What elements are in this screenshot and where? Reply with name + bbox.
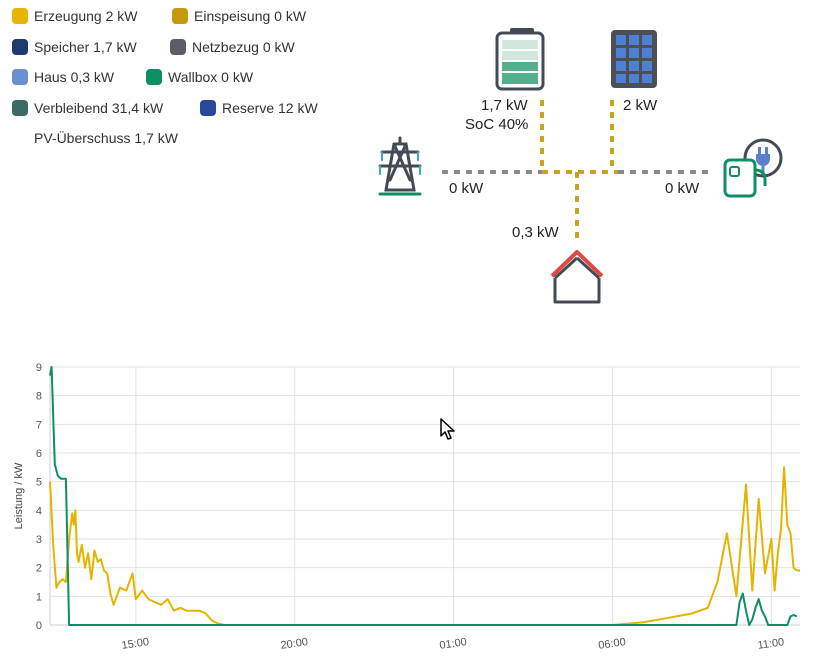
house-icon[interactable] [550,250,604,304]
y-tick-label: 5 [36,477,42,489]
x-tick-label: 20:00 [280,636,309,652]
legend-item-erzeugung[interactable]: Erzeugung 2 kW [12,8,138,24]
power-chart: 0 1 2 3 4 5 6 7 8 9 15:00 20:00 01:00 06:00 11:00 Leist… [0,355,820,670]
y-tick-label: 2 [36,563,42,575]
legend-label: Haus 0,3 kW [34,69,115,85]
house-power-label: 0,3 kW [512,224,559,241]
y-tick-label: 4 [36,505,42,517]
legend-swatch [12,130,28,146]
wallbox-icon[interactable] [723,138,783,198]
legend-label: Verbleibend 31,4 kW [34,100,164,116]
battery-icon[interactable] [495,28,545,91]
power-chart-svg: 0 1 2 3 4 5 6 7 8 9 15:00 20:00 01:00 06:00 11:00 Leist… [13,362,800,652]
solar-power-label: 2 kW [623,97,658,114]
y-axis-label: Leistung / kW [13,462,25,529]
legend-item-reserve[interactable]: Reserve 12 kW [200,100,318,116]
series-line-wallbox [49,366,798,626]
legend-item-einspeisung[interactable]: Einspeisung 0 kW [172,8,306,24]
y-tick-label: 8 [36,391,42,403]
legend-swatch [170,39,186,55]
x-tick-label: 11:00 [757,636,785,652]
legend-swatch [12,39,28,55]
legend-item-wallbox[interactable]: Wallbox 0 kW [146,69,253,85]
legend-label: Netzbezug 0 kW [192,39,295,55]
x-tick-label: 15:00 [121,636,150,652]
legend-item-haus[interactable]: Haus 0,3 kW [12,69,114,85]
legend-swatch [172,8,188,24]
legend-label: Speicher 1,7 kW [34,39,137,55]
legend-label: Erzeugung 2 kW [34,8,138,24]
legend-swatch [146,69,162,85]
legend-label: Wallbox 0 kW [168,69,254,85]
legend-label: PV-Überschuss 1,7 kW [34,130,178,146]
legend-swatch [200,100,216,116]
grid-power-label: 0 kW [449,180,484,197]
chart-legend: Erzeugung 2 kW Einspeisung 0 kW Speicher… [0,0,340,160]
legend-swatch [12,8,28,24]
legend-label: Einspeisung 0 kW [194,8,307,24]
y-tick-label: 9 [36,362,42,374]
x-tick-label: 06:00 [598,636,627,652]
flow-lines [442,100,708,238]
battery-soc-label: SoC 40% [465,116,529,133]
legend-item-netzbezug[interactable]: Netzbezug 0 kW [170,39,295,55]
x-tick-label: 01:00 [439,636,468,652]
y-tick-label: 0 [36,620,42,632]
mouse-cursor-icon [440,418,455,440]
legend-swatch [12,69,28,85]
energy-flow-diagram [378,28,783,304]
power-pylon-icon[interactable] [378,136,422,196]
legend-item-speicher[interactable]: Speicher 1,7 kW [12,39,137,55]
solar-panel-icon[interactable] [611,30,657,88]
legend-item-verbleibend[interactable]: Verbleibend 31,4 kW [12,100,163,116]
series-line-erzeugung [49,466,800,626]
legend-label: Reserve 12 kW [222,100,318,116]
battery-power-label: 1,7 kW [481,97,528,114]
legend-swatch [12,100,28,116]
y-tick-label: 7 [36,419,42,431]
legend-item-pv-ueberschuss[interactable]: PV-Überschuss 1,7 kW [12,130,178,146]
y-tick-label: 6 [36,448,42,460]
wallbox-power-label: 0 kW [665,180,700,197]
y-tick-label: 1 [36,591,42,603]
y-tick-label: 3 [36,534,42,546]
